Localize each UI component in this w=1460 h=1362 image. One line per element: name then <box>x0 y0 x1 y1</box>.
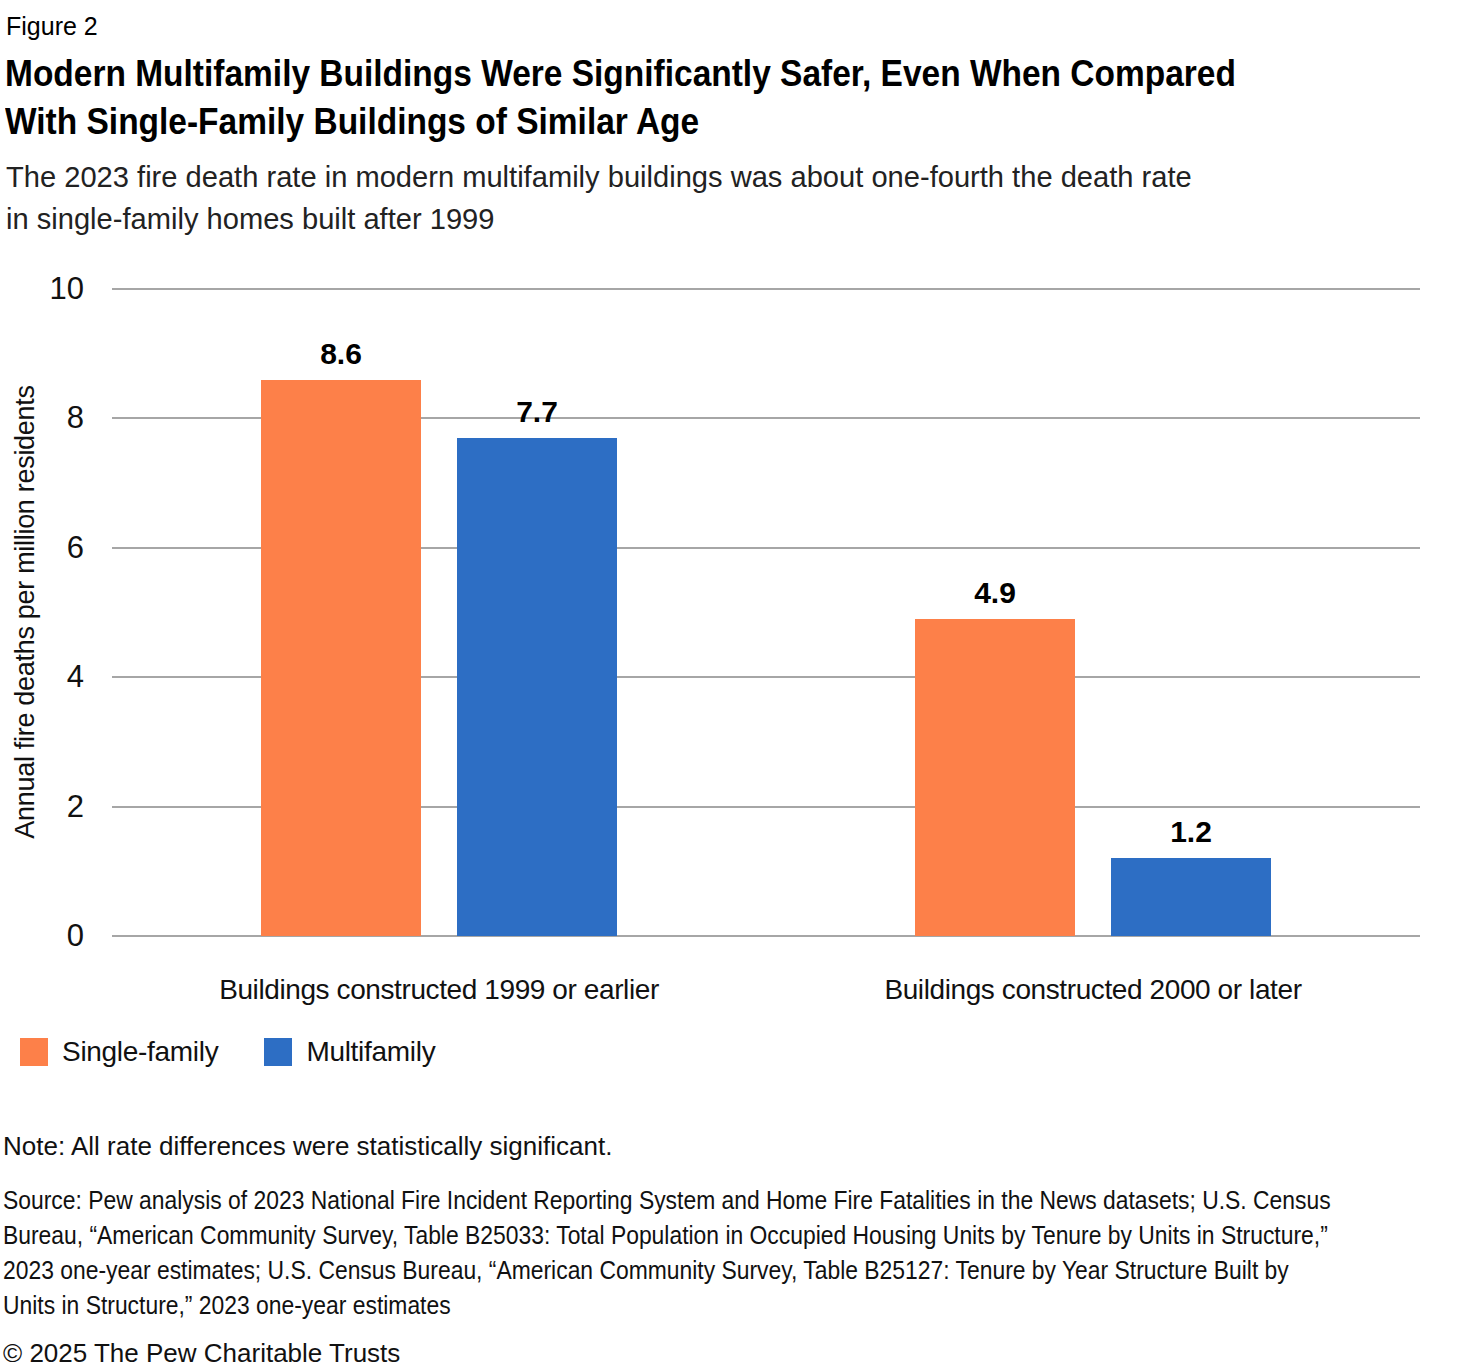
bar-value-label: 8.6 <box>320 336 362 372</box>
bar-multifamily-group-2 <box>1111 858 1271 936</box>
bar-single-family-group-2 <box>915 619 1075 936</box>
note-text: Note: All rate differences were statisti… <box>3 1129 1460 1164</box>
bar-value-label: 4.9 <box>974 575 1016 611</box>
y-tick-label: 2 <box>0 788 84 826</box>
chart-title: Modern Multifamily Buildings Were Signif… <box>5 50 1456 146</box>
figure-page: Figure 2 Modern Multifamily Buildings We… <box>0 10 1460 1362</box>
legend-label-single-family: Single-family <box>62 1037 218 1067</box>
bar-value-label: 7.7 <box>516 394 558 430</box>
source-text: Source: Pew analysis of 2023 National Fi… <box>3 1183 1460 1323</box>
y-tick-label: 4 <box>0 658 84 696</box>
gridline <box>112 288 1420 290</box>
legend-item-multifamily: Multifamily <box>264 1037 435 1067</box>
y-tick-label: 0 <box>0 917 84 955</box>
category-label: Buildings constructed 1999 or earlier <box>219 973 659 1007</box>
legend-label-multifamily: Multifamily <box>306 1037 435 1067</box>
multifamily-swatch-icon <box>264 1038 292 1066</box>
category-label: Buildings constructed 2000 or later <box>884 973 1301 1007</box>
single-family-swatch-icon <box>20 1038 48 1066</box>
bar-chart: Annual fire deaths per million residents… <box>0 260 1460 995</box>
bar-multifamily-group-1 <box>457 438 617 936</box>
legend-item-single-family: Single-family <box>20 1037 218 1067</box>
y-tick-label: 8 <box>0 399 84 437</box>
chart-subtitle: The 2023 fire death rate in modern multi… <box>6 156 1460 240</box>
copyright-text: © 2025 The Pew Charitable Trusts <box>3 1336 1460 1362</box>
legend: Single-family Multifamily <box>20 1037 1460 1067</box>
y-axis-title: Annual fire deaths per million residents <box>10 385 41 838</box>
bar-value-label: 1.2 <box>1170 814 1212 850</box>
y-tick-label: 6 <box>0 529 84 567</box>
bar-single-family-group-1 <box>261 380 421 936</box>
figure-label: Figure 2 <box>6 10 1460 42</box>
y-tick-label: 10 <box>0 270 84 308</box>
